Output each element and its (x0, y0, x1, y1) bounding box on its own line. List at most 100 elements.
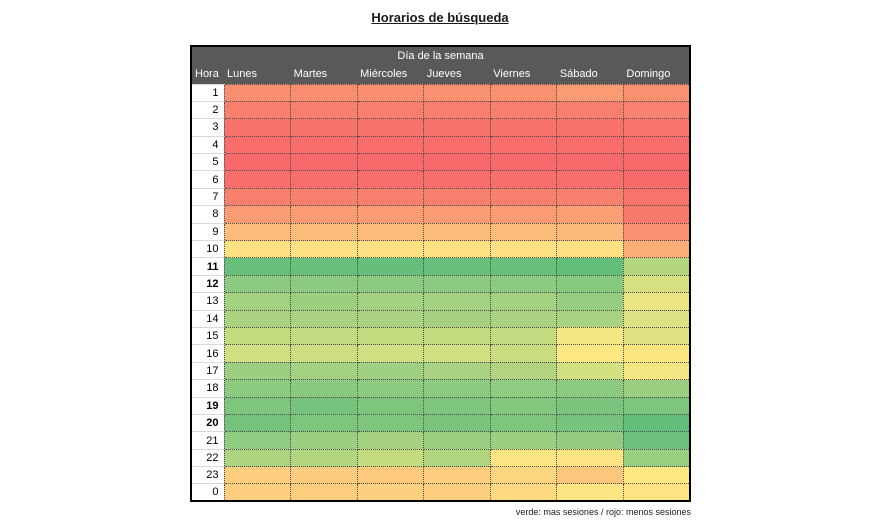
heatmap-cell (556, 448, 624, 468)
hour-label: 22 (191, 448, 224, 467)
heatmap-cell (556, 292, 624, 311)
heatmap-cell (356, 483, 425, 502)
heatmap-cell (356, 274, 425, 294)
hour-label: 21 (191, 431, 224, 450)
heatmap-row: 9 (191, 222, 691, 242)
heatmap-cell (556, 240, 624, 259)
heatmap-cell (423, 135, 491, 155)
heatmap-row: 2 (191, 100, 691, 120)
group-header-row: Día de la semana (191, 46, 690, 65)
heatmap-cell (423, 413, 491, 433)
group-header-dia-de-la-semana: Día de la semana (191, 46, 690, 65)
heatmap-cell (356, 396, 425, 415)
heatmap-cell (223, 361, 292, 381)
heatmap-cell (290, 396, 358, 415)
heatmap-cell (290, 431, 358, 450)
heatmap-cell (423, 205, 491, 224)
heatmap-row: 11 (191, 257, 691, 276)
heatmap-row: 3 (191, 118, 691, 137)
heatmap-cell (290, 222, 358, 242)
day-column-header: Jueves (423, 65, 491, 84)
hour-label: 2 (191, 100, 224, 119)
heatmap-cell (622, 274, 691, 294)
heatmap-cell (223, 135, 292, 155)
heatmap-cell (622, 170, 691, 189)
heatmap-cell (356, 466, 425, 485)
hour-label: 12 (191, 274, 224, 293)
heatmap-cell (489, 240, 558, 259)
heatmap-cell (223, 153, 292, 172)
heatmap-cell (356, 170, 425, 189)
hour-label: 7 (191, 187, 224, 206)
hour-label: 20 (191, 413, 224, 432)
heatmap-cell (356, 240, 425, 259)
heatmap-cell (423, 379, 491, 398)
heatmap-cell (223, 344, 292, 363)
heatmap-cell (423, 100, 491, 120)
heatmap-cell (423, 292, 491, 311)
heatmap-cell (622, 118, 691, 137)
heatmap-cell (489, 344, 558, 363)
heatmap-cell (290, 100, 358, 120)
hour-label: 8 (191, 205, 224, 224)
hour-label: 9 (191, 222, 224, 241)
heatmap-cell (489, 466, 558, 485)
heatmap-cell (489, 205, 558, 224)
heatmap-cell (556, 118, 624, 137)
heatmap-cell (423, 448, 491, 468)
heatmap-cell (290, 361, 358, 381)
hour-label: 3 (191, 118, 224, 137)
heatmap-cell (556, 466, 624, 485)
heatmap-cell (356, 100, 425, 120)
heatmap-cell (556, 396, 624, 415)
heatmap-cell (622, 431, 691, 450)
heatmap-cell (356, 187, 425, 207)
heatmap-cell (356, 379, 425, 398)
heatmap-cell (556, 100, 624, 120)
heatmap-cell (423, 240, 491, 259)
day-column-header: Lunes (224, 65, 291, 84)
heatmap-cell (423, 431, 491, 450)
heatmap-cell (290, 153, 358, 172)
heatmap-cell (556, 222, 624, 242)
heatmap-cell (223, 431, 292, 450)
heatmap-cell (622, 448, 691, 468)
heatmap-cell (489, 135, 558, 155)
heatmap-row: 23 (191, 466, 691, 485)
heatmap-cell (556, 135, 624, 155)
heatmap-cell (223, 170, 292, 189)
heatmap-cell (489, 309, 558, 328)
heatmap-cell (356, 257, 425, 276)
heatmap-cell (423, 274, 491, 294)
heatmap-cell (356, 83, 425, 102)
heatmap-cell (356, 309, 425, 328)
heatmap-cell (556, 379, 624, 398)
heatmap-cell (622, 344, 691, 363)
heatmap-cell (423, 187, 491, 207)
day-header-row: Hora Lunes Martes Miércoles Jueves Viernes Sá… (191, 65, 690, 84)
heatmap-cell (356, 326, 425, 346)
heatmap-cell (290, 413, 358, 433)
heatmap-cell (290, 240, 358, 259)
heatmap-cell (556, 413, 624, 433)
hour-label: 1 (191, 83, 224, 102)
heatmap-cell (423, 466, 491, 485)
heatmap-cell (489, 326, 558, 346)
heatmap-cell (423, 344, 491, 363)
heatmap-cell (223, 118, 292, 137)
heatmap-cell (556, 309, 624, 328)
heatmap-cell (423, 396, 491, 415)
heatmap-cell (356, 431, 425, 450)
heatmap-row: 0 (191, 483, 691, 502)
heatmap-cell (290, 466, 358, 485)
heatmap-cell (556, 326, 624, 346)
hour-label: 11 (191, 257, 224, 276)
heatmap-cell (489, 100, 558, 120)
heatmap-cell (489, 448, 558, 468)
heatmap-cell (622, 466, 691, 485)
heatmap-cell (290, 344, 358, 363)
heatmap-cell (290, 274, 358, 294)
heatmap-cell (556, 153, 624, 172)
heatmap-cell (423, 309, 491, 328)
heatmap-cell (223, 413, 292, 433)
